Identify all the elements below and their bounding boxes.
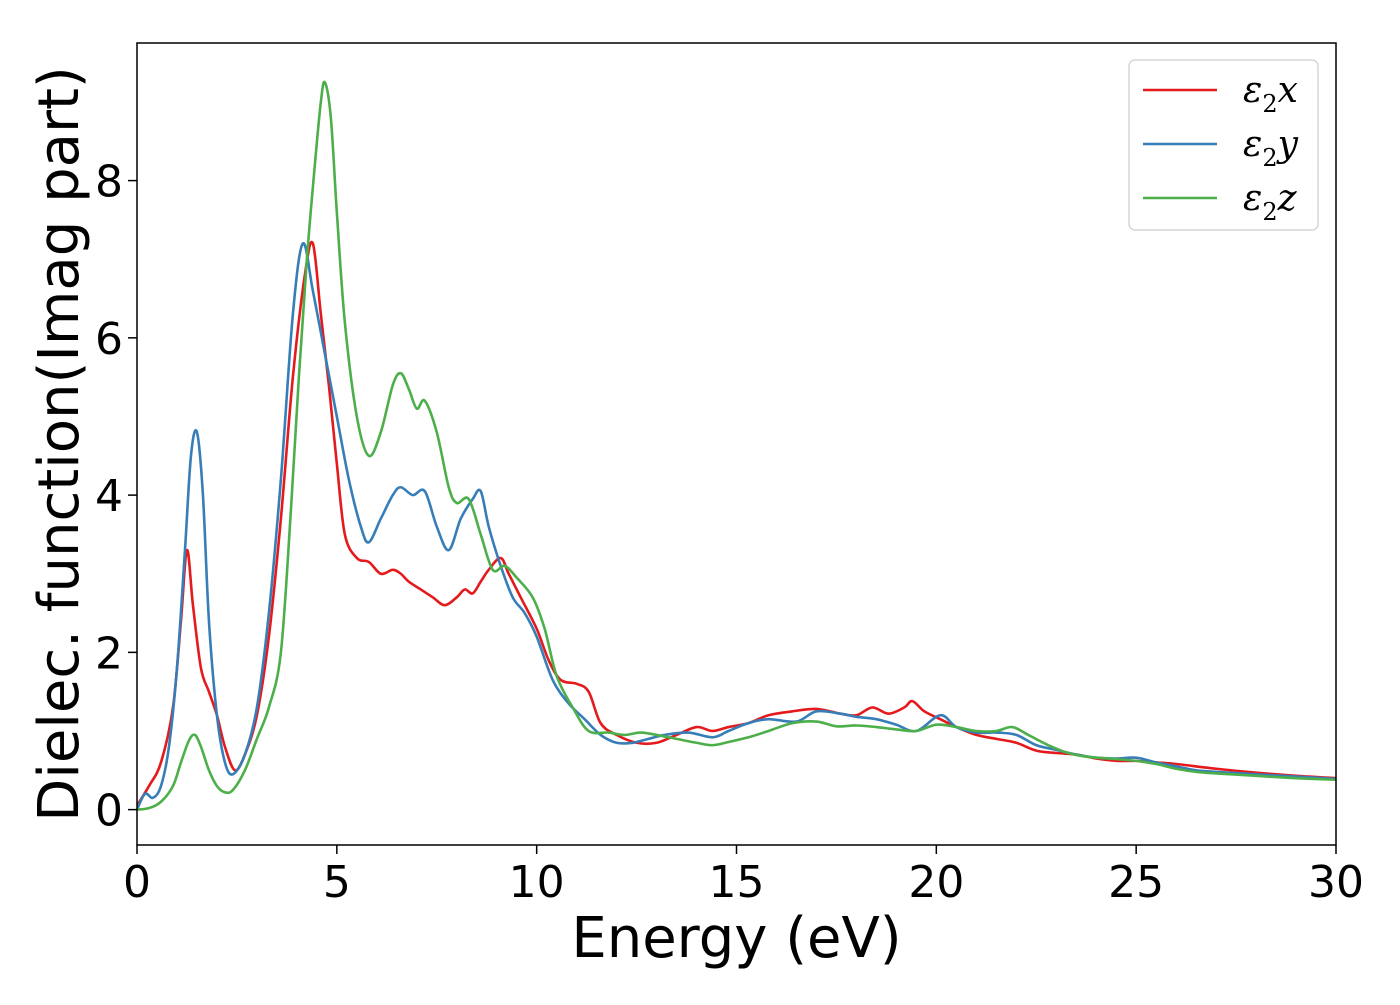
legend-component: y [1276,124,1299,165]
legend-symbol: ε [1243,178,1262,219]
y-axis-title: Dielec. function(Imag part) [27,66,92,822]
legend-subscript: 2 [1262,198,1277,226]
plot-area [137,80,1336,811]
y-axis-ticks: 0 2 4 6 8 [95,157,137,837]
y-tick-label: 0 [95,786,123,837]
x-axis-title: Energy (eV) [571,906,901,971]
legend-symbol: ε [1243,124,1262,165]
legend-subscript: 2 [1262,90,1277,118]
x-tick-label: 5 [323,857,351,908]
x-tick-label: 10 [509,857,565,908]
y-tick-label: 6 [95,314,123,365]
legend-component: x [1278,70,1298,111]
series-line-x [137,240,1336,807]
legend-box [1128,59,1319,231]
legend-component: z [1277,178,1298,219]
y-tick-label: 4 [95,471,123,522]
legend-symbol: ε [1243,70,1262,111]
legend-label-x: ε2x [1243,70,1298,118]
series-line-y [137,242,1336,811]
x-axis-ticks: 0 5 10 15 20 25 30 [123,845,1364,908]
legend-subscript: 2 [1262,144,1277,172]
x-tick-label: 30 [1308,857,1364,908]
x-tick-label: 25 [1108,857,1164,908]
x-tick-label: 20 [908,857,964,908]
y-tick-label: 8 [95,157,123,208]
legend-label-z: ε2z [1243,178,1298,226]
legend-label-y: ε2y [1243,124,1299,172]
x-tick-label: 0 [123,857,151,908]
y-tick-label: 2 [95,628,123,679]
x-tick-label: 15 [709,857,765,908]
series-line-z [137,80,1336,811]
